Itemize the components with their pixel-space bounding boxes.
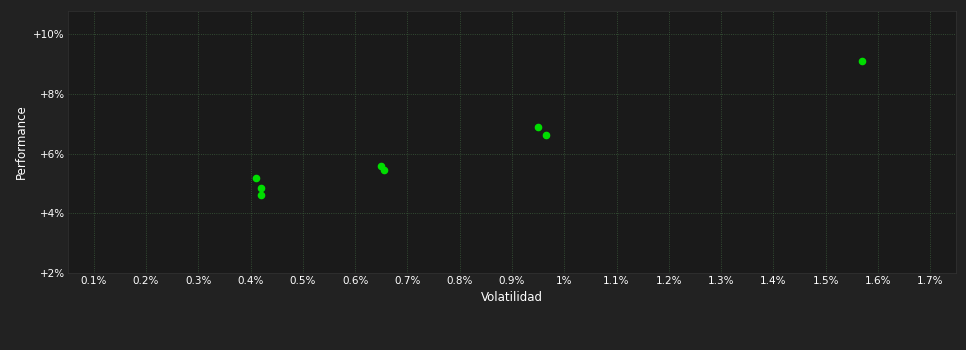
- X-axis label: Volatilidad: Volatilidad: [481, 291, 543, 304]
- Point: [374, 163, 389, 169]
- Point: [253, 193, 269, 198]
- Point: [253, 185, 269, 191]
- Point: [376, 167, 391, 173]
- Point: [248, 175, 264, 180]
- Point: [855, 58, 870, 64]
- Point: [530, 125, 546, 130]
- Y-axis label: Performance: Performance: [14, 104, 28, 179]
- Point: [538, 132, 554, 138]
